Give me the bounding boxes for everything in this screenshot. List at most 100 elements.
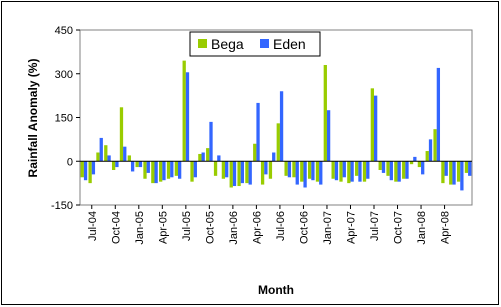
legend-swatch (260, 39, 269, 48)
bar (91, 161, 96, 175)
bar (428, 139, 433, 162)
bar (123, 146, 127, 162)
bar (319, 161, 323, 185)
bar (374, 95, 378, 162)
bar (201, 152, 205, 162)
bar (394, 161, 398, 182)
legend-swatch (198, 39, 207, 48)
bar (397, 161, 401, 182)
bar (198, 153, 202, 162)
bar (468, 161, 472, 176)
bar (96, 152, 100, 162)
legend-label: Eden (273, 36, 306, 52)
bar (276, 123, 280, 162)
bar (307, 161, 312, 179)
x-tick-label: Jul-06 (275, 211, 287, 241)
bar (221, 161, 226, 179)
bar (284, 161, 288, 176)
bar (413, 156, 417, 162)
bar (366, 161, 370, 179)
bar (115, 161, 119, 168)
y-tick-label: 150 (55, 113, 73, 125)
bar (170, 161, 174, 178)
bar (279, 91, 284, 162)
bar (135, 161, 139, 168)
bar (99, 137, 103, 162)
bar (111, 161, 116, 170)
x-tick-label: Apr-07 (345, 211, 357, 244)
x-tick-label: Oct-05 (204, 211, 216, 244)
bar (339, 161, 343, 182)
bar (166, 161, 171, 179)
bar (326, 110, 331, 162)
bar (370, 88, 374, 162)
bar (355, 161, 359, 176)
bar (182, 60, 186, 162)
bar (362, 161, 367, 182)
bar (268, 161, 273, 179)
bar (159, 161, 163, 182)
bar (460, 161, 464, 191)
bar (213, 161, 218, 176)
bar (162, 161, 166, 181)
x-tick-label: Apr-08 (440, 211, 452, 244)
bar (464, 161, 469, 173)
bar (237, 161, 241, 187)
bar (240, 161, 245, 184)
bar (83, 161, 88, 181)
bar (245, 161, 249, 184)
bar (389, 161, 393, 181)
bar (154, 161, 158, 184)
bar (80, 161, 84, 178)
bar (409, 161, 414, 165)
x-tick-label: Jul-04 (87, 211, 99, 241)
bar (206, 148, 210, 162)
bar (217, 155, 221, 162)
bar (253, 143, 257, 162)
x-tick-label: Jan-05 (134, 211, 146, 245)
bar (272, 152, 276, 162)
bar (178, 161, 182, 179)
bar (143, 161, 147, 179)
y-tick-label: -150 (51, 200, 73, 212)
bar (185, 72, 190, 162)
bar (449, 161, 453, 185)
y-tick-label: 450 (55, 25, 73, 37)
bar (378, 161, 382, 170)
legend-box (189, 31, 321, 57)
bar (256, 102, 260, 162)
y-tick-label: 0 (67, 156, 73, 168)
bar (190, 161, 194, 182)
x-tick-label: Oct-07 (393, 211, 405, 244)
x-tick-label: Apr-06 (251, 211, 263, 244)
bar (146, 161, 150, 173)
bar (441, 161, 445, 184)
bar (417, 161, 422, 168)
bar (350, 161, 354, 182)
bar (225, 161, 229, 178)
bar (315, 161, 320, 182)
bar (358, 161, 362, 182)
bar (127, 155, 131, 162)
x-tick-label: Jul-07 (369, 211, 381, 241)
bar (260, 161, 265, 185)
bar (292, 161, 296, 178)
y-axis-label: Rainfall Anomaly (%) (26, 59, 40, 178)
bar (229, 161, 233, 188)
bar (174, 161, 178, 176)
bar (425, 151, 429, 162)
x-tick-label: Oct-06 (298, 211, 310, 244)
y-tick-label: 300 (55, 69, 73, 81)
bar (323, 65, 327, 162)
bar (264, 161, 268, 175)
bar (456, 161, 461, 182)
bar (107, 155, 111, 162)
bar (193, 161, 197, 178)
bar (104, 145, 108, 162)
bar (444, 161, 448, 176)
legend-label: Bega (211, 36, 244, 52)
bar (209, 121, 213, 162)
x-tick-label: Apr-05 (157, 211, 169, 244)
bar (119, 107, 124, 162)
